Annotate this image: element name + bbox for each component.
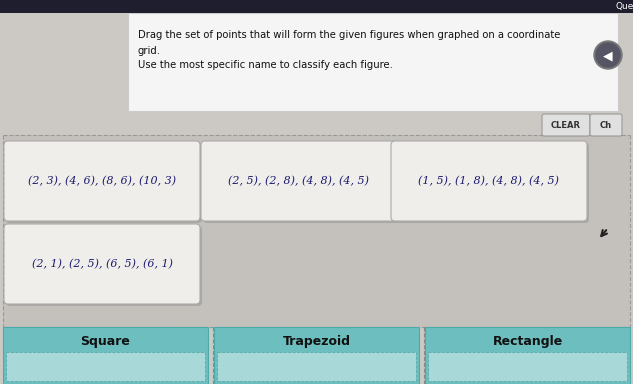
Text: Que: Que — [615, 3, 633, 12]
Bar — [214, 327, 419, 384]
Text: (2, 5), (2, 8), (4, 8), (4, 5): (2, 5), (2, 8), (4, 8), (4, 5) — [229, 176, 370, 186]
Text: ◀: ◀ — [603, 50, 613, 63]
Bar — [217, 352, 416, 381]
Text: Square: Square — [80, 334, 130, 348]
FancyBboxPatch shape — [4, 224, 200, 304]
FancyBboxPatch shape — [4, 141, 200, 221]
Bar — [428, 352, 627, 381]
FancyBboxPatch shape — [393, 143, 589, 223]
Text: CLEAR: CLEAR — [551, 121, 581, 129]
Text: Drag the set of points that will form the given figures when graphed on a coordi: Drag the set of points that will form th… — [138, 30, 560, 40]
Text: Use the most specific name to classify each figure.: Use the most specific name to classify e… — [138, 60, 393, 70]
Circle shape — [596, 43, 620, 67]
Bar — [3, 327, 208, 384]
Bar — [0, 0, 633, 13]
FancyBboxPatch shape — [391, 141, 587, 221]
FancyBboxPatch shape — [542, 114, 590, 136]
FancyBboxPatch shape — [203, 143, 399, 223]
Bar — [3, 135, 630, 327]
Text: (1, 5), (1, 8), (4, 8), (4, 5): (1, 5), (1, 8), (4, 8), (4, 5) — [418, 176, 560, 186]
Text: (2, 1), (2, 5), (6, 5), (6, 1): (2, 1), (2, 5), (6, 5), (6, 1) — [32, 259, 173, 269]
FancyBboxPatch shape — [6, 143, 202, 223]
Text: (2, 3), (4, 6), (8, 6), (10, 3): (2, 3), (4, 6), (8, 6), (10, 3) — [28, 176, 176, 186]
Text: Rectangle: Rectangle — [492, 334, 563, 348]
Bar — [128, 13, 618, 111]
FancyBboxPatch shape — [201, 141, 397, 221]
Bar — [425, 327, 630, 384]
FancyBboxPatch shape — [6, 226, 202, 306]
Text: Trapezoid: Trapezoid — [282, 334, 351, 348]
Circle shape — [594, 41, 622, 69]
Bar — [6, 352, 205, 381]
FancyBboxPatch shape — [590, 114, 622, 136]
Text: grid.: grid. — [138, 46, 161, 56]
Text: Ch: Ch — [600, 121, 612, 129]
